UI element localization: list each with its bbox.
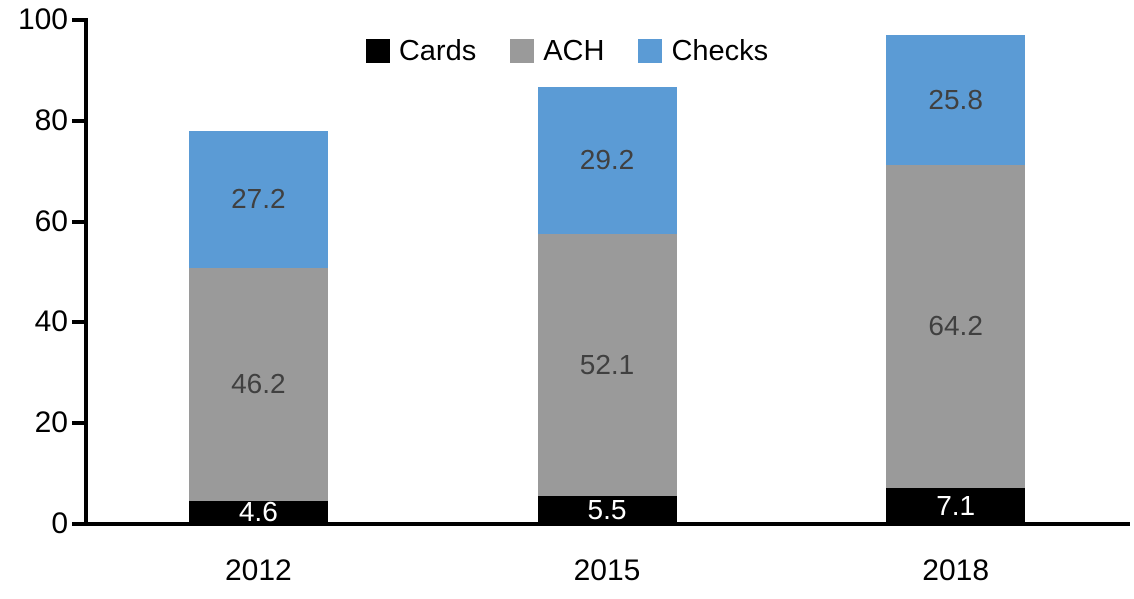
bar-segment-cards-2012 (188, 500, 328, 524)
legend-label: Cards (398, 35, 477, 67)
bar-value-label-cards-2012: 4.6 (238, 496, 278, 528)
x-axis-label-2012: 2012 (224, 554, 292, 587)
y-axis-tick (72, 118, 84, 123)
legend: Cards ACH Checks (0, 36, 1134, 66)
y-axis-tick-label: 40 (34, 305, 68, 339)
bar-segment-checks-2018 (886, 34, 1026, 165)
y-axis-tick (72, 18, 84, 22)
bar-value-label-checks-2015: 29.2 (579, 144, 635, 176)
x-axis-line (84, 522, 1130, 526)
bar-segment-checks-2012 (188, 130, 328, 268)
bar-segment-ach-2015 (537, 233, 677, 497)
legend-swatch-icon (365, 39, 390, 63)
legend-label: ACH (543, 35, 605, 67)
y-axis-tick (72, 320, 84, 325)
bar-value-label-checks-2018: 25.8 (928, 83, 983, 115)
bar-segment-cards-2018 (886, 488, 1026, 524)
y-axis-tick-label: 0 (51, 507, 68, 540)
bar-segment-ach-2012 (188, 267, 328, 501)
y-axis-tick-label: 100 (17, 3, 68, 36)
legend-item-ach: ACH (510, 36, 604, 66)
legend-item-cards: Cards (365, 35, 477, 67)
bar-segment-ach-2018 (886, 164, 1026, 489)
bar-value-label-ach-2018: 64.2 (928, 310, 983, 342)
bar-value-label-checks-2012: 27.2 (231, 183, 286, 215)
bar-value-label-ach-2015: 52.1 (579, 348, 635, 380)
y-axis-tick (72, 219, 84, 224)
legend-label: Checks (671, 35, 769, 67)
bar-segment-checks-2015 (537, 86, 677, 234)
bar-value-label-cards-2015: 5.5 (587, 494, 627, 526)
bar-value-label-cards-2018: 7.1 (936, 490, 976, 522)
y-axis-tick-label: 60 (34, 204, 68, 238)
x-axis-label-2015: 2015 (573, 554, 641, 587)
y-axis-tick-label: 20 (34, 406, 68, 440)
legend-swatch-icon (510, 39, 535, 63)
y-axis-tick (72, 421, 84, 426)
legend-swatch-icon (638, 39, 663, 63)
y-axis-tick-label: 80 (34, 103, 68, 137)
bar-segment-cards-2015 (537, 496, 677, 524)
bar-value-label-ach-2012: 46.2 (231, 368, 286, 400)
legend-item-checks: Checks (638, 36, 768, 66)
x-axis-label-2018: 2018 (922, 554, 990, 587)
y-axis-tick (72, 522, 84, 526)
y-axis-line (84, 18, 88, 526)
